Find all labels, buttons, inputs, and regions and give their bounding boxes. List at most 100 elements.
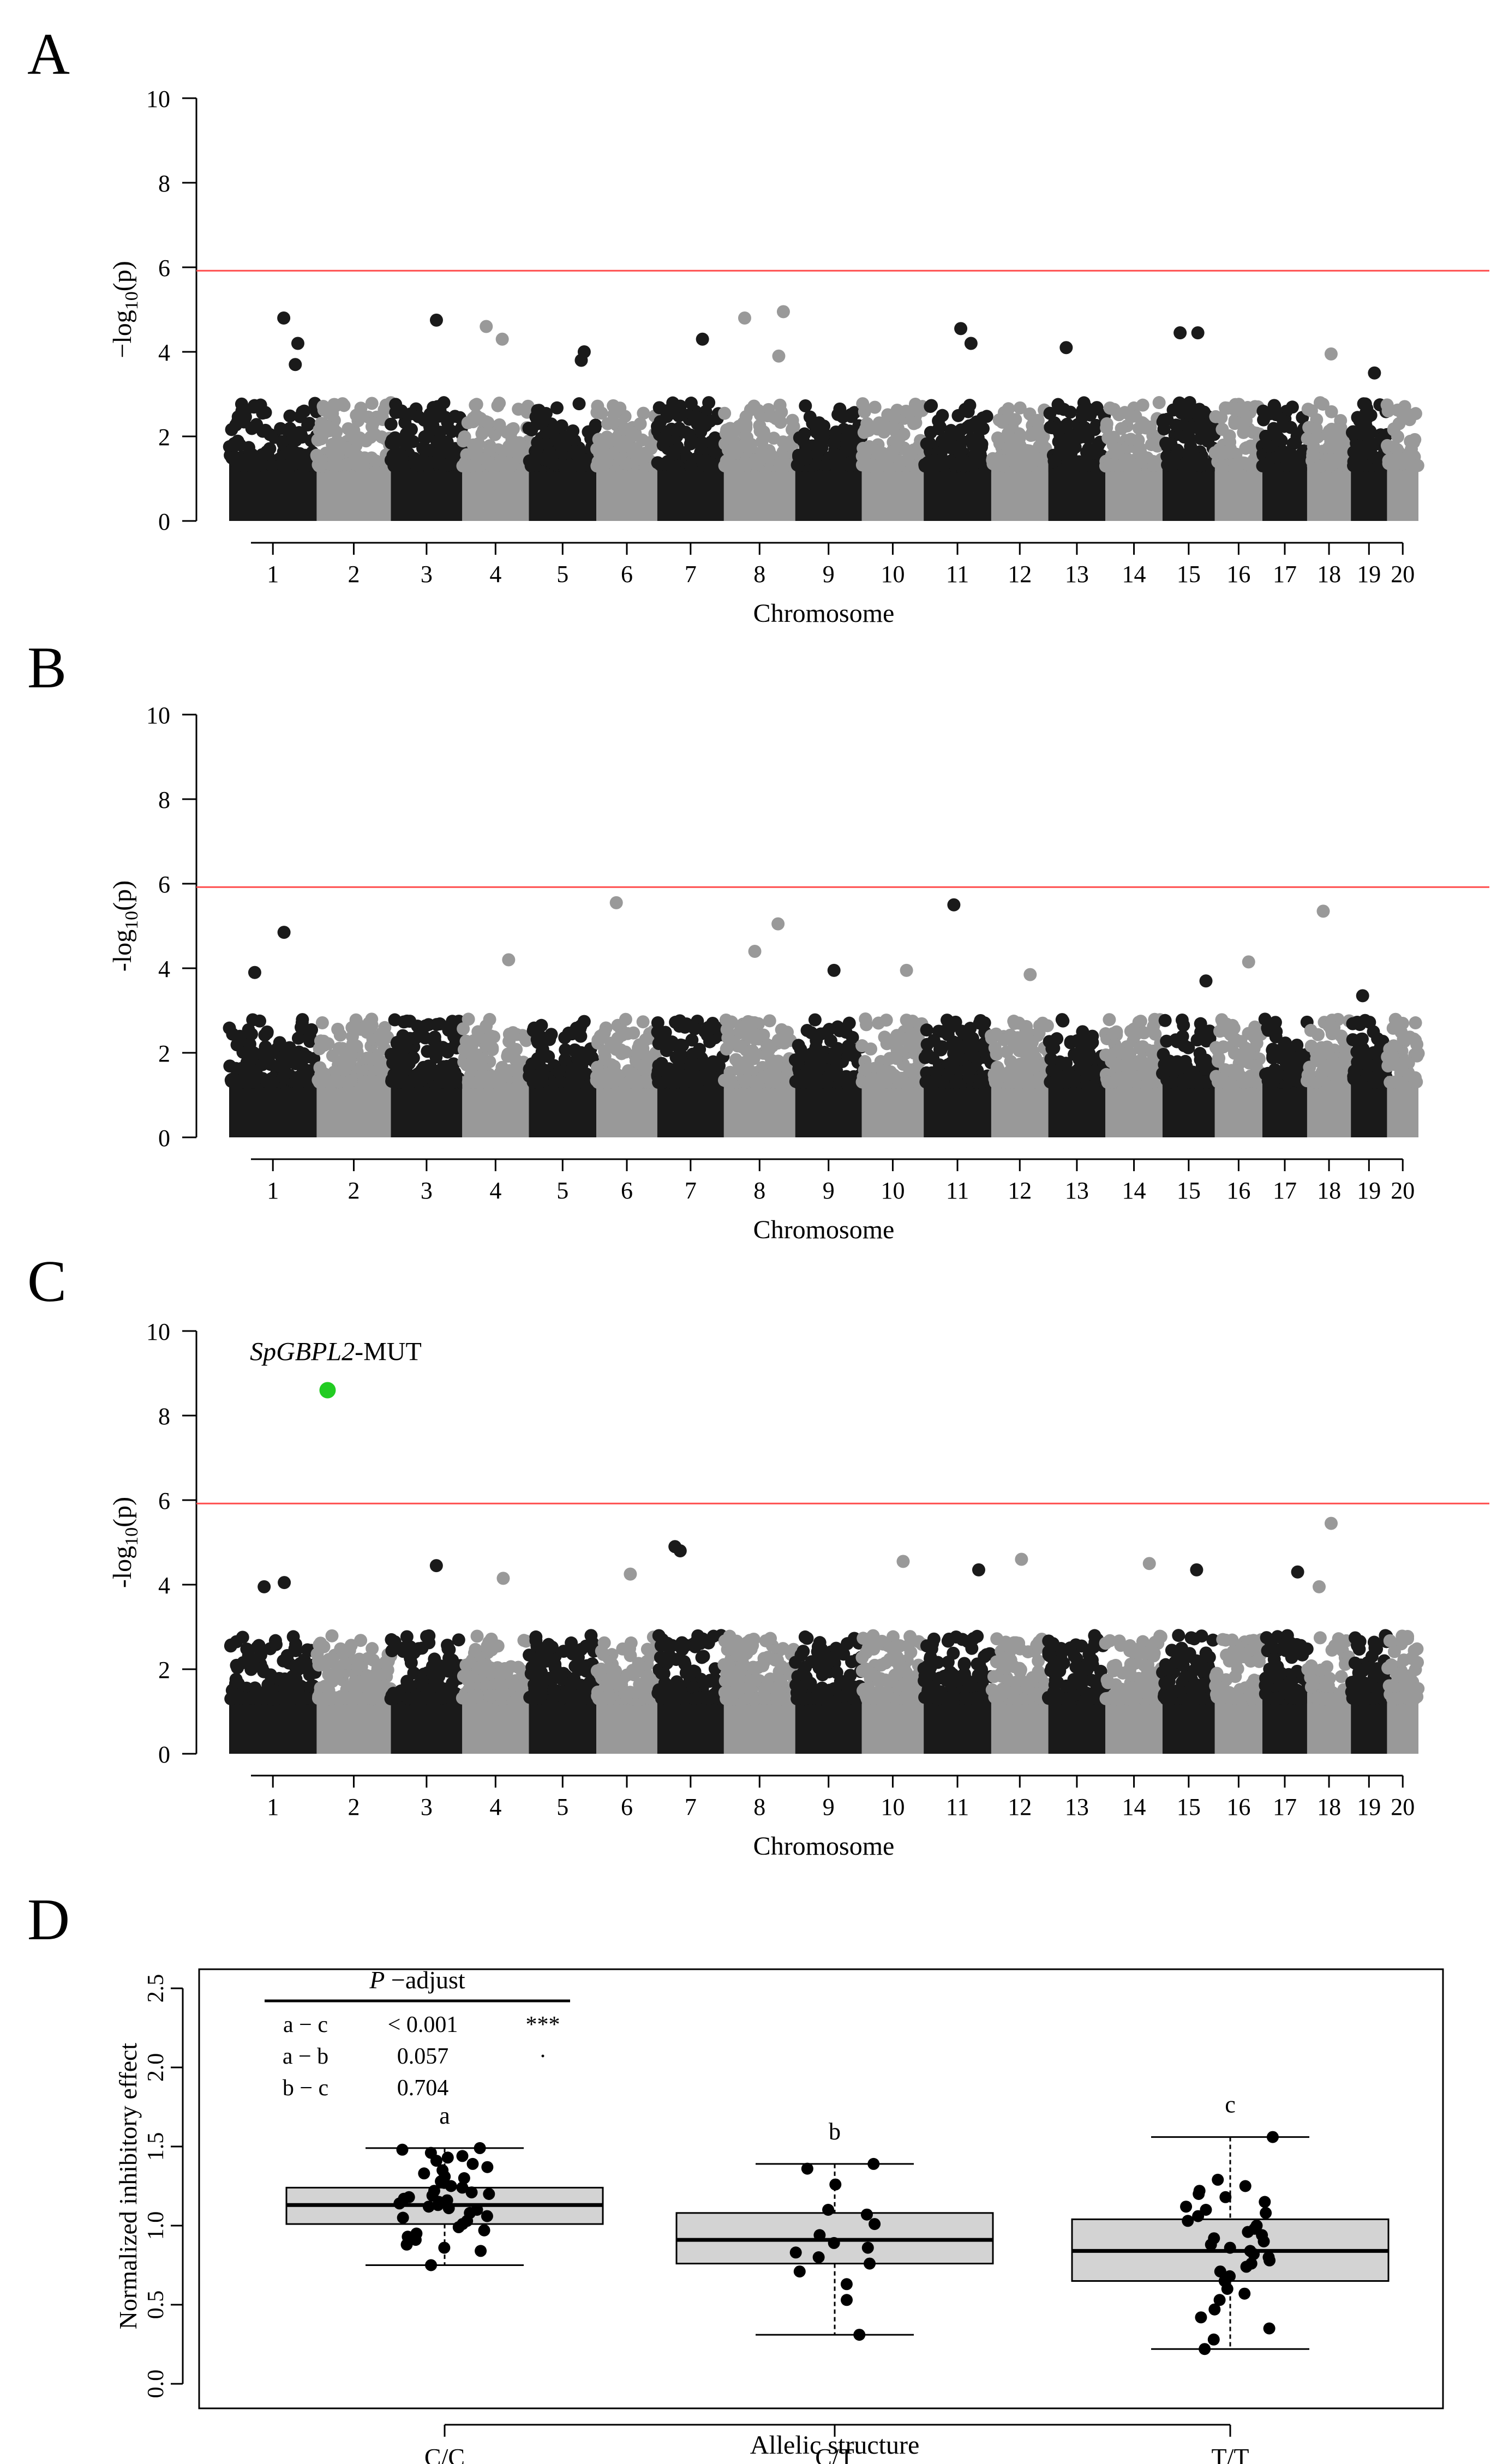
x-tick-label-chr-1: 1 <box>267 561 279 587</box>
snp-point <box>1115 422 1128 435</box>
snp-point <box>1070 428 1083 442</box>
snp-point <box>365 420 379 434</box>
snp-point <box>529 410 543 424</box>
snp-point <box>1219 1024 1233 1038</box>
snp-point <box>548 1657 562 1671</box>
snp-point <box>919 458 933 471</box>
snp-point <box>1077 404 1091 418</box>
snp-point <box>418 413 432 427</box>
x-tick-label-chr-10: 10 <box>881 1177 905 1204</box>
snp-point <box>512 450 526 464</box>
snp-point <box>1215 1013 1229 1027</box>
y-label-prefix: -log <box>108 1546 137 1588</box>
snp-point <box>1217 445 1230 459</box>
snp-point <box>702 396 716 410</box>
snp-point <box>311 433 325 447</box>
snp-point <box>1020 444 1034 458</box>
snp-point <box>685 1033 699 1047</box>
snp-point <box>1158 1014 1172 1027</box>
snp-point <box>1347 459 1361 472</box>
chromosome-2-points <box>312 1012 396 1137</box>
snp-point <box>370 1678 384 1692</box>
snp-point <box>256 1046 270 1060</box>
snp-point <box>833 402 847 416</box>
snp-point <box>1063 405 1077 419</box>
snp-point <box>583 1052 596 1066</box>
snp-point <box>260 445 273 459</box>
snp-point <box>756 446 769 460</box>
snp-point <box>1239 1041 1253 1055</box>
snp-point <box>1025 1075 1039 1089</box>
snp-point <box>1340 1051 1354 1064</box>
snp-point <box>332 1041 346 1055</box>
snp-point <box>727 1035 741 1049</box>
snp-point <box>536 1074 549 1088</box>
snp-point <box>547 1684 561 1698</box>
x-tick-label-chr-6: 6 <box>621 561 633 587</box>
snp-point <box>1134 455 1148 469</box>
snp-point <box>1364 443 1378 457</box>
snp-point <box>1002 1072 1016 1086</box>
snp-point <box>1044 1052 1058 1066</box>
snp-point <box>708 1076 721 1089</box>
snp-point <box>1370 1069 1384 1083</box>
chromosome-7-points <box>651 1629 730 1754</box>
snp-point <box>552 1065 566 1079</box>
x-tick-label-chr-4: 4 <box>489 1177 501 1204</box>
y-tick-label: 0 <box>158 1125 170 1152</box>
snp-point <box>571 1651 585 1664</box>
snp-point <box>481 1646 495 1659</box>
snp-point <box>1112 1044 1125 1057</box>
panel-label-c: C <box>27 1249 67 1314</box>
snp-point <box>1211 1072 1225 1086</box>
snp-point <box>345 1679 359 1693</box>
snp-point <box>535 1646 549 1660</box>
chromosome-3-points <box>385 1013 469 1137</box>
snp-point <box>1197 422 1211 435</box>
snp-point <box>923 436 936 450</box>
snp-point <box>673 399 687 413</box>
snp-point <box>668 1076 681 1089</box>
snp-point <box>565 1066 579 1080</box>
snp-point <box>1101 1076 1115 1089</box>
peak-snp-chr-1 <box>277 926 291 939</box>
x-tick-label-chr-11: 11 <box>946 561 969 587</box>
snp-point <box>967 1050 981 1063</box>
snp-point <box>366 1642 379 1656</box>
snp-point <box>1350 1045 1364 1059</box>
x-tick-label-chr-2: 2 <box>348 1177 360 1204</box>
snp-point <box>992 413 1006 427</box>
snp-point <box>1391 430 1405 443</box>
snp-point <box>1350 436 1363 450</box>
snp-point <box>745 1030 759 1044</box>
snp-point <box>1380 398 1394 412</box>
snp-point <box>1009 413 1022 427</box>
x-tick-label-chr-18: 18 <box>1317 561 1341 587</box>
snp-point <box>920 1023 933 1037</box>
panel-label-a: A <box>27 22 70 87</box>
snp-point <box>935 434 949 448</box>
snp-point <box>1024 429 1038 442</box>
snp-point <box>814 1027 828 1041</box>
snp-point <box>1007 1015 1021 1028</box>
chromosome-9-points <box>788 1013 869 1137</box>
snp-point <box>452 1633 465 1647</box>
snp-point <box>1121 1075 1135 1089</box>
snp-point <box>889 1050 902 1063</box>
snp-point <box>224 1639 237 1653</box>
snp-point <box>1194 431 1208 445</box>
snp-point <box>236 1630 249 1644</box>
chromosome-6-points <box>590 1012 664 1137</box>
snp-point <box>315 1016 329 1029</box>
x-tick-label-chr-7: 7 <box>685 561 697 587</box>
snp-point <box>394 1060 408 1074</box>
x-tick-label-chr-5: 5 <box>556 561 568 587</box>
x-tick-label-chr-11: 11 <box>946 1177 969 1204</box>
snp-point <box>694 425 708 439</box>
snp-point <box>572 397 586 411</box>
snp-point <box>367 1653 380 1667</box>
snp-point <box>231 410 245 424</box>
snp-point <box>1135 1024 1148 1038</box>
